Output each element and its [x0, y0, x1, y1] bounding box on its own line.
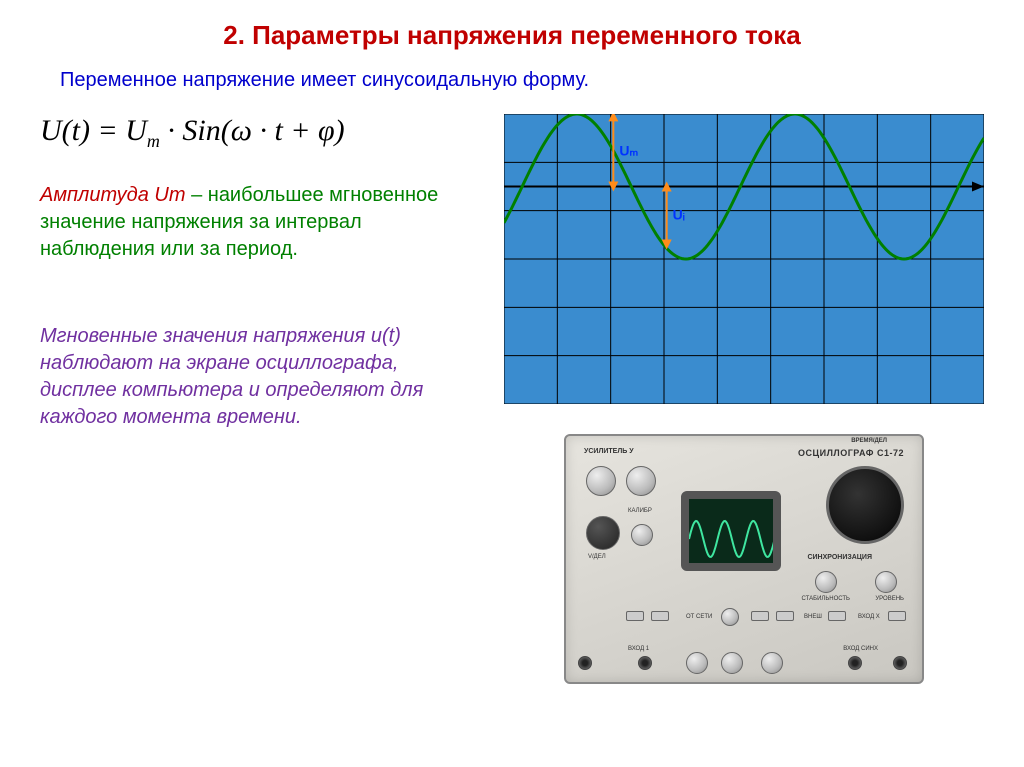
knob-level [875, 571, 897, 593]
svg-text:Uₘ: Uₘ [619, 142, 638, 158]
oscilloscope-photo: ОСЦИЛЛОГРАФ С1-72 УСИЛИТЕЛЬ У ВРЕМЯ/ДЕЛ … [564, 434, 924, 684]
left-column: U(t) = Um · Sin(ω · t + φ) Амплитуда Um … [40, 114, 480, 684]
knob-3 [631, 524, 653, 546]
scope-amp-label: УСИЛИТЕЛЬ У [584, 448, 634, 455]
jack-sync [848, 656, 862, 670]
page-title: 2. Параметры напряжения переменного тока [40, 20, 984, 51]
label-stab: СТАБИЛЬНОСТЬ [802, 596, 850, 602]
btn-5 [828, 611, 846, 621]
btn-6 [888, 611, 906, 621]
jack-1 [578, 656, 592, 670]
label-vdel: V/ДЕЛ [588, 554, 606, 560]
knob-b2 [721, 652, 743, 674]
knob-net [721, 608, 739, 626]
jack-2 [893, 656, 907, 670]
label-calib: КАЛИБР [628, 508, 652, 514]
sine-chart: Uₘ Uᵢ [504, 114, 984, 404]
formula: U(t) = Um · Sin(ω · t + φ) [40, 114, 480, 152]
scope-sync-label: СИНХРОНИЗАЦИЯ [807, 554, 872, 561]
big-dial [826, 466, 904, 544]
knob-stab [815, 571, 837, 593]
label-ext: ВНЕШ [804, 614, 822, 620]
label-inx: ВХОД Х [858, 614, 880, 620]
subtitle: Переменное напряжение имеет синусоидальн… [60, 69, 984, 92]
btn-1 [626, 611, 644, 621]
btn-2 [651, 611, 669, 621]
knob-b3 [761, 652, 783, 674]
chart-svg: Uₘ Uᵢ [504, 114, 984, 404]
amp-run-0: Амплитуда Um [40, 184, 186, 206]
knob-b1 [686, 652, 708, 674]
btn-4 [776, 611, 794, 621]
svg-text:Uᵢ: Uᵢ [673, 207, 685, 223]
right-column: Uₘ Uᵢ ОСЦИЛЛОГРАФ С1-72 УСИЛИТЕЛЬ У ВРЕМЯ… [504, 114, 984, 684]
scope-screen [681, 491, 781, 571]
amplitude-paragraph: Амплитуда Um – наибольшее мгновенное зна… [40, 182, 480, 263]
scope-time-label: ВРЕМЯ/ДЕЛ [851, 438, 887, 444]
scope-trace-svg [689, 499, 781, 571]
knob-1 [586, 466, 616, 496]
jack-in1 [638, 656, 652, 670]
label-level: УРОВЕНЬ [875, 596, 904, 602]
instant-paragraph: Мгновенные значения напряжения u(t) набл… [40, 323, 480, 431]
label-sync-in: ВХОД СИНХ [843, 646, 878, 652]
content-columns: U(t) = Um · Sin(ω · t + φ) Амплитуда Um … [40, 114, 984, 684]
scope-model-label: ОСЦИЛЛОГРАФ С1-72 [798, 448, 904, 458]
knob-vdel [586, 516, 620, 550]
label-in1: ВХОД 1 [628, 646, 649, 652]
btn-3 [751, 611, 769, 621]
label-net: ОТ СЕТИ [686, 614, 712, 620]
knob-2 [626, 466, 656, 496]
